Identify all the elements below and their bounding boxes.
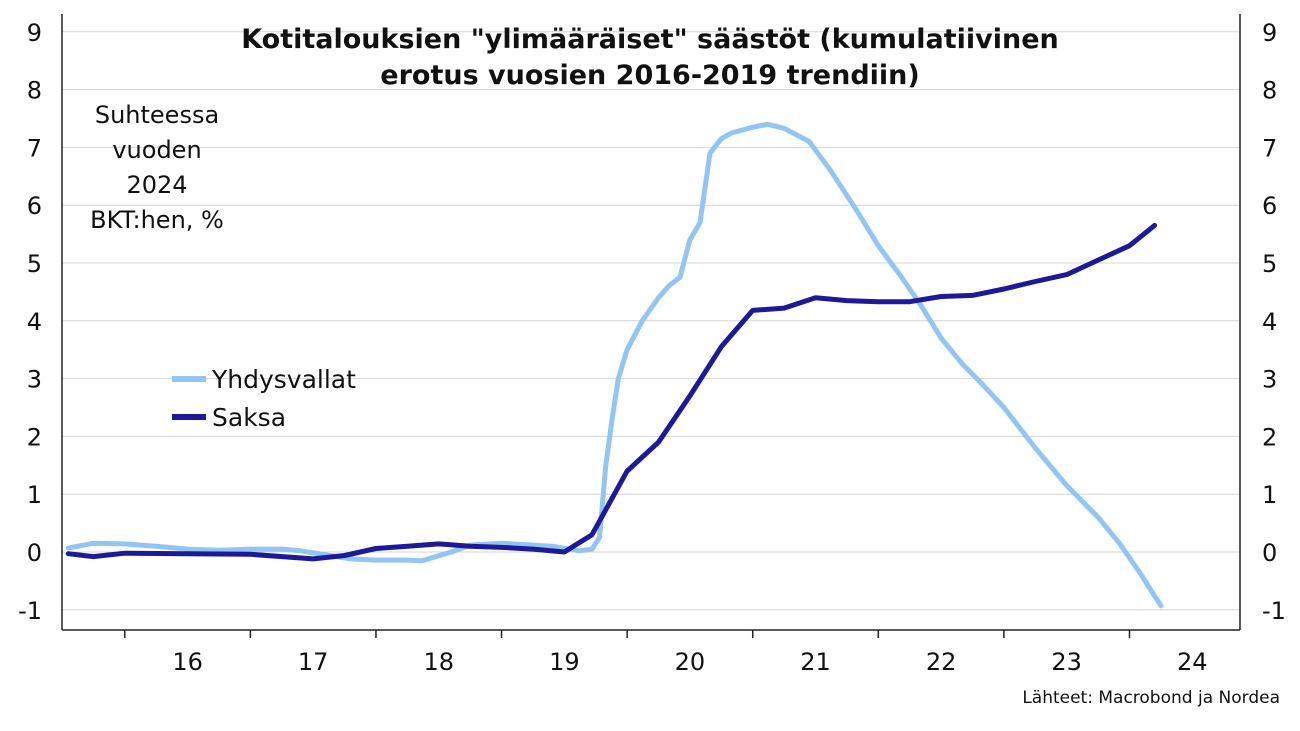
x-tick-label: 16 — [172, 648, 203, 676]
y-tick-label-right: 5 — [1262, 250, 1277, 278]
x-tick-label: 17 — [298, 648, 329, 676]
y-tick-label-right: 2 — [1262, 423, 1277, 451]
y-tick-label-right: 6 — [1262, 192, 1277, 220]
y-axis-left: -1 0 1 2 3 4 5 6 7 8 9 — [18, 19, 42, 625]
y-tick-label-right: 4 — [1262, 308, 1277, 336]
x-tick-label: 24 — [1177, 648, 1208, 676]
axes — [61, 14, 1241, 631]
y-tick-label-right: 9 — [1262, 19, 1277, 47]
chart-title: Kotitalouksien "ylimääräiset" säästöt (k… — [120, 22, 1180, 94]
grid-lines — [62, 31, 1240, 611]
legend-swatch-yhdysvallat — [172, 376, 206, 382]
unit-label-line: Suhteessa — [94, 101, 220, 129]
x-tick-label: 22 — [926, 648, 957, 676]
unit-label-line: vuoden — [112, 136, 202, 164]
unit-label: Suhteessa vuoden 2024 BKT:hen, % — [62, 98, 252, 238]
y-axis-right: -1 0 1 2 3 4 5 6 7 8 9 — [1262, 19, 1286, 625]
chart-title-line2: erotus vuosien 2016-2019 trendiin) — [380, 60, 920, 91]
series-line-yhdysvallat — [65, 121, 1164, 609]
series-line-saksa — [65, 222, 1158, 562]
y-tick-label-left: -1 — [18, 597, 42, 625]
y-tick-label-right: 8 — [1262, 77, 1277, 105]
y-tick-label-right: 7 — [1262, 134, 1277, 162]
y-tick-label-right: 1 — [1262, 481, 1277, 509]
source-note: Lähteet: Macrobond ja Nordea — [1022, 688, 1280, 708]
chart-title-line1: Kotitalouksien "ylimääräiset" säästöt (k… — [241, 24, 1059, 55]
legend-item-saksa: Saksa — [172, 398, 356, 436]
y-tick-label-left: 8 — [27, 77, 42, 105]
y-tick-label-left: 3 — [27, 366, 42, 394]
unit-label-line: BKT:hen, % — [90, 206, 224, 234]
x-tick-label: 20 — [675, 648, 706, 676]
legend-label-saksa: Saksa — [212, 402, 287, 432]
x-tick-label: 23 — [1051, 648, 1082, 676]
x-tick-label: 21 — [800, 648, 831, 676]
y-tick-label-left: 6 — [27, 192, 42, 220]
x-tick-label: 18 — [423, 648, 454, 676]
y-tick-label-left: 2 — [27, 423, 42, 451]
y-tick-label-left: 1 — [27, 481, 42, 509]
legend-item-yhdysvallat: Yhdysvallat — [172, 360, 356, 398]
legend: Yhdysvallat Saksa — [172, 360, 356, 436]
legend-swatch-saksa — [172, 414, 206, 420]
y-tick-label-left: 9 — [27, 19, 42, 47]
y-tick-label-right: 3 — [1262, 366, 1277, 394]
x-axis: 16 17 18 19 20 21 22 23 24 — [124, 630, 1208, 676]
x-tick-label: 19 — [549, 648, 580, 676]
y-tick-label-right: 0 — [1262, 539, 1277, 567]
y-tick-label-right: -1 — [1262, 597, 1286, 625]
y-tick-label-left: 4 — [27, 308, 42, 336]
unit-label-line: 2024 — [126, 171, 188, 199]
y-tick-label-left: 0 — [27, 539, 42, 567]
legend-label-yhdysvallat: Yhdysvallat — [212, 364, 356, 394]
series-lines — [65, 121, 1164, 609]
y-tick-label-left: 5 — [27, 250, 42, 278]
y-tick-label-left: 7 — [27, 134, 42, 162]
